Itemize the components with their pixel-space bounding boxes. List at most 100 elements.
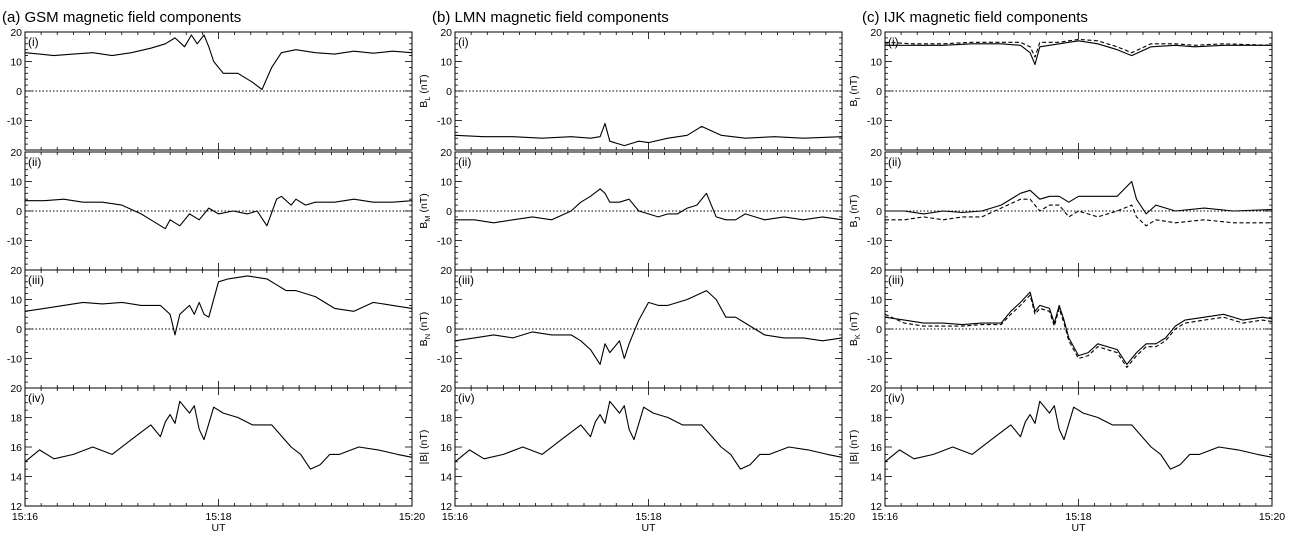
series-line xyxy=(24,275,413,336)
panel-label: (ii) xyxy=(888,155,901,169)
panel-label: (iv) xyxy=(888,391,905,405)
y-axis-label: |B| (nT) xyxy=(418,430,430,465)
y-axis-label: BN (nT) xyxy=(418,312,432,347)
panel-a-1: -10 0 10 20 (i) BX GSM (nT) xyxy=(0,27,413,151)
y-tick-label: 14 xyxy=(870,472,882,484)
y-tick-label: 20 xyxy=(10,383,22,395)
x-tick-label: 15:18 xyxy=(205,511,231,523)
y-tick-label: 20 xyxy=(440,265,452,277)
y-axis-label: BL (nT) xyxy=(418,74,432,107)
series-line xyxy=(454,400,843,470)
y-tick-label: 20 xyxy=(440,147,452,159)
y-tick-label: 20 xyxy=(870,27,882,39)
x-tick-label: 15:20 xyxy=(1259,511,1285,523)
y-tick-label: 16 xyxy=(440,442,452,454)
panel-c-4: 12 14 16 18 20 (iv) |B| (nT) xyxy=(848,383,1273,513)
panel-label: (i) xyxy=(458,35,469,49)
y-tick-label: -10 xyxy=(437,236,452,248)
y-tick-label: 12 xyxy=(10,501,22,513)
x-tick-label: 15:18 xyxy=(635,511,661,523)
y-tick-label: 14 xyxy=(440,472,452,484)
x-tick-label: 15:20 xyxy=(399,511,425,523)
y-tick-label: -10 xyxy=(867,354,882,366)
series-line-dashed xyxy=(884,38,1273,58)
panel-frame xyxy=(884,387,1273,507)
y-tick-label: 20 xyxy=(870,383,882,395)
y-tick-label: 14 xyxy=(10,472,22,484)
series-line xyxy=(454,122,843,147)
panel-label: (i) xyxy=(888,35,899,49)
y-tick-label: 10 xyxy=(870,177,882,189)
x-tick-label: 15:18 xyxy=(1065,511,1091,523)
series-line xyxy=(884,400,1273,470)
x-axis-label: UT xyxy=(1072,522,1087,534)
y-axis-label: BX GSM (nT) xyxy=(0,60,2,121)
y-tick-label: 20 xyxy=(10,265,22,277)
y-tick-label: 20 xyxy=(870,265,882,277)
y-tick-label: 12 xyxy=(870,501,882,513)
panel-c-2: -10 0 10 20 (ii) BJ (nT) xyxy=(848,147,1273,271)
y-axis-label: BK (nT) xyxy=(848,312,862,346)
y-axis-label: BY GSM (nT) xyxy=(0,180,2,241)
y-tick-label: 16 xyxy=(10,442,22,454)
y-tick-label: -10 xyxy=(7,354,22,366)
panel-label: (iii) xyxy=(888,273,904,287)
y-tick-label: -10 xyxy=(7,236,22,248)
y-tick-label: 20 xyxy=(440,27,452,39)
panel-a-3: -10 0 10 20 (iii) BZ GSM (nT) xyxy=(0,265,413,389)
y-tick-label: 10 xyxy=(10,57,22,69)
panel-label: (i) xyxy=(28,35,39,49)
x-tick-label: 15:16 xyxy=(442,511,468,523)
series-line xyxy=(885,40,1272,66)
y-tick-label: 16 xyxy=(870,442,882,454)
series-line xyxy=(454,290,843,365)
y-tick-label: 0 xyxy=(446,206,452,218)
y-tick-label: 18 xyxy=(440,413,452,425)
y-tick-label: 0 xyxy=(16,86,22,98)
y-tick-label: 20 xyxy=(440,383,452,395)
y-tick-label: 18 xyxy=(10,413,22,425)
panel-label: (iv) xyxy=(28,391,45,405)
panel-label: (iv) xyxy=(458,391,475,405)
y-tick-label: 0 xyxy=(876,206,882,218)
series-line xyxy=(885,180,1273,215)
y-axis-label: BJ (nT) xyxy=(848,195,862,228)
y-axis-label: BI (nT) xyxy=(848,75,862,106)
x-axis-label: UT xyxy=(212,522,227,534)
panel-frame xyxy=(454,387,843,507)
panel-c-1: -10 0 10 20 (i) BI (nT) xyxy=(848,27,1273,151)
y-tick-label: -10 xyxy=(7,116,22,128)
panel-frame xyxy=(24,387,413,507)
panel-b-2: -10 0 10 20 (ii) BM (nT) xyxy=(418,147,843,271)
column-title: (b) LMN magnetic field components xyxy=(432,9,669,26)
y-tick-label: 0 xyxy=(16,324,22,336)
y-tick-label: 0 xyxy=(446,324,452,336)
y-axis-label: BZ GSM (nT) xyxy=(0,299,2,360)
y-tick-label: 0 xyxy=(16,206,22,218)
series-line xyxy=(884,291,1273,365)
panel-b-1: -10 0 10 20 (i) BL (nT) xyxy=(418,27,843,151)
y-tick-label: 10 xyxy=(440,57,452,69)
y-tick-label: 0 xyxy=(446,86,452,98)
y-tick-label: 0 xyxy=(876,86,882,98)
x-tick-label: 15:20 xyxy=(829,511,855,523)
panel-label: (ii) xyxy=(458,155,471,169)
y-tick-label: -10 xyxy=(867,116,882,128)
y-axis-label: |B| (nT) xyxy=(848,430,860,465)
series-line-dashed xyxy=(884,294,1273,368)
y-tick-label: 10 xyxy=(10,177,22,189)
y-tick-label: 10 xyxy=(870,295,882,307)
y-tick-label: 0 xyxy=(876,324,882,336)
series-line-dashed xyxy=(885,198,1272,227)
panel-b-4: 12 14 16 18 20 (iv) |B| (nT) xyxy=(418,383,843,513)
y-tick-label: -10 xyxy=(437,354,452,366)
y-axis-label: BM (nT) xyxy=(418,193,432,228)
panel-a-2: -10 0 10 20 (ii) BY GSM (nT) xyxy=(0,147,413,271)
y-tick-label: 20 xyxy=(10,147,22,159)
y-tick-label: -10 xyxy=(867,236,882,248)
panel-label: (iii) xyxy=(458,273,474,287)
series-line xyxy=(455,188,843,224)
panel-label: (iii) xyxy=(28,273,44,287)
